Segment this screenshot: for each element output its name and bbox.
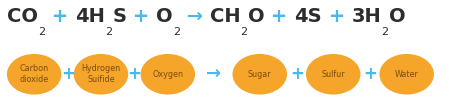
Text: 3H: 3H (352, 7, 382, 26)
Text: 4H: 4H (75, 7, 105, 26)
Text: Sugar: Sugar (248, 70, 272, 79)
Text: O: O (389, 7, 405, 26)
Text: S: S (112, 7, 126, 26)
Text: 2: 2 (38, 27, 45, 37)
Ellipse shape (379, 54, 434, 95)
Text: 2: 2 (105, 27, 112, 37)
Ellipse shape (73, 54, 128, 95)
Text: 2: 2 (240, 27, 247, 37)
Text: +: + (290, 65, 304, 83)
Text: →: → (180, 7, 210, 26)
Text: O: O (156, 7, 173, 26)
Text: +: + (264, 7, 294, 26)
Text: Hydrogen
Suifide: Hydrogen Suifide (82, 64, 120, 84)
Ellipse shape (7, 54, 62, 95)
Text: +: + (128, 65, 142, 83)
Text: Sulfur: Sulfur (321, 70, 345, 79)
Text: +: + (322, 7, 352, 26)
Text: CH: CH (210, 7, 240, 26)
Ellipse shape (232, 54, 287, 95)
Text: O: O (247, 7, 264, 26)
Text: 4S: 4S (294, 7, 322, 26)
Ellipse shape (306, 54, 360, 95)
Text: CO: CO (7, 7, 38, 26)
Ellipse shape (140, 54, 195, 95)
Text: +: + (45, 7, 75, 26)
Text: +: + (126, 7, 156, 26)
Text: Carbon
dioxide: Carbon dioxide (19, 64, 49, 84)
Text: +: + (61, 65, 75, 83)
Text: →: → (206, 65, 221, 83)
Text: 2: 2 (382, 27, 389, 37)
Text: Water: Water (395, 70, 419, 79)
Text: 2: 2 (173, 27, 180, 37)
Text: +: + (363, 65, 377, 83)
Text: Oxygen: Oxygen (152, 70, 183, 79)
